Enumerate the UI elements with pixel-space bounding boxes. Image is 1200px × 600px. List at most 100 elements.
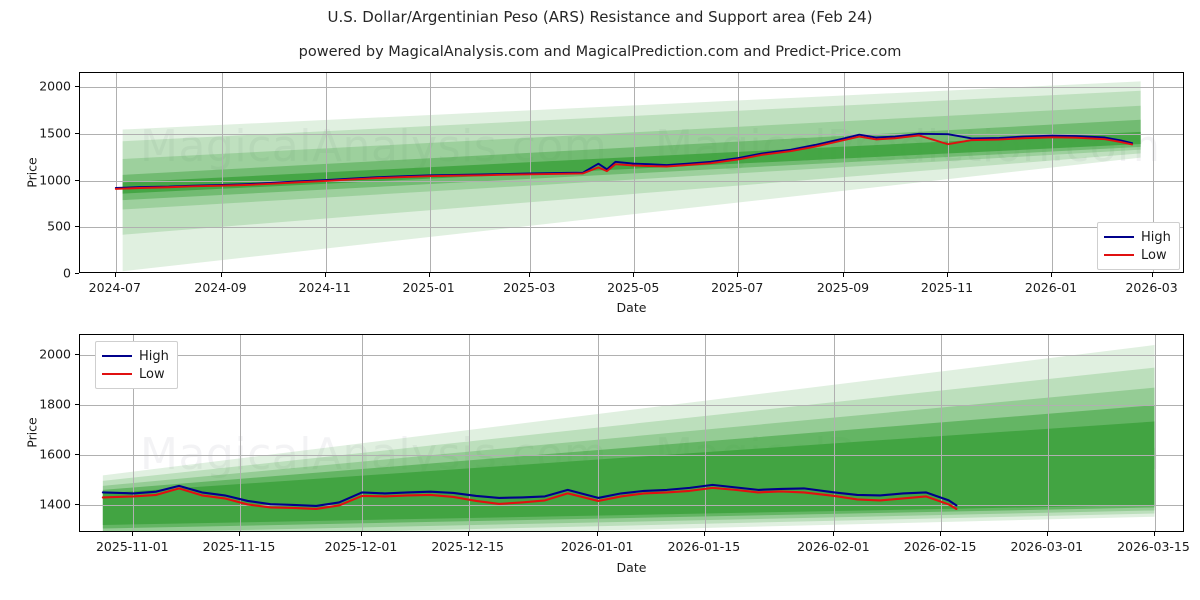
- gridline-vertical: [941, 335, 943, 531]
- xaxis-tick: [1151, 273, 1153, 277]
- xaxis-tick-label: 2024-09: [194, 280, 247, 295]
- gridline-vertical: [844, 73, 845, 272]
- xaxis-tick-label: 2025-11-01: [95, 539, 169, 554]
- gridline-vertical: [948, 73, 949, 272]
- overview-legend[interactable]: High Low: [1097, 222, 1180, 270]
- gridline-vertical: [240, 335, 241, 531]
- legend-swatch-high: [102, 355, 132, 357]
- xaxis-tick-label: 2024-11: [298, 280, 351, 295]
- gridline-horizontal: [80, 355, 1183, 357]
- yaxis-tick: [75, 132, 79, 134]
- gridline-vertical: [1152, 73, 1154, 272]
- yaxis-tick: [75, 354, 79, 356]
- xaxis-tick-label: 2025-11: [920, 280, 974, 295]
- gridline-vertical: [1052, 73, 1053, 272]
- xaxis-tick: [1051, 273, 1052, 277]
- gridline-vertical: [1047, 335, 1049, 531]
- xaxis-tick: [940, 532, 942, 536]
- series-line-low: [114, 134, 1134, 190]
- xaxis-tick-label: 2025-12-15: [431, 539, 505, 554]
- gridline-vertical: [598, 335, 600, 531]
- overview-yaxis-title: Price: [24, 157, 40, 188]
- xaxis-tick-label: 2025-09: [816, 280, 870, 295]
- legend-swatch-low: [102, 373, 132, 375]
- legend-swatch-high: [1104, 236, 1134, 238]
- price-series-layer: [114, 132, 1134, 190]
- gridline-vertical: [634, 73, 636, 272]
- xaxis-tick-label: 2025-03: [503, 280, 556, 295]
- legend-swatch-low: [1104, 254, 1134, 256]
- xaxis-tick: [529, 273, 531, 277]
- yaxis-tick-label: 1400: [39, 496, 71, 512]
- xaxis-tick-label: 2026-03-01: [1010, 539, 1084, 554]
- series-line-high: [114, 132, 1134, 189]
- yaxis-tick: [75, 454, 79, 456]
- yaxis-tick: [75, 86, 79, 87]
- yaxis-tick-label: 2000: [39, 78, 71, 94]
- xaxis-tick-label: 2026-03-15: [1117, 539, 1190, 554]
- legend-label-low: Low: [139, 366, 165, 382]
- xaxis-tick: [428, 273, 430, 277]
- xaxis-tick-label: 2026-02-01: [797, 539, 870, 554]
- legend-label-low: Low: [1141, 247, 1167, 263]
- xaxis-tick: [239, 532, 240, 536]
- series-line-high: [101, 483, 958, 507]
- xaxis-tick: [1153, 532, 1155, 536]
- xaxis-tick: [737, 273, 739, 277]
- gridline-horizontal: [80, 227, 1183, 229]
- xaxis-tick-label: 2026-02-15: [903, 539, 977, 554]
- gridline-vertical: [133, 335, 135, 531]
- gridline-horizontal: [80, 455, 1183, 457]
- legend-entry-low: Low: [1104, 246, 1171, 264]
- zoomed-chart-plot: MagicalAnalysis.comMagicalPrediction.com: [79, 334, 1184, 532]
- price-series-layer: [101, 483, 958, 510]
- yaxis-tick: [75, 273, 79, 274]
- xaxis-tick-label: 2025-01: [402, 280, 455, 295]
- yaxis-tick-label: 1800: [39, 396, 71, 412]
- zoomed-legend[interactable]: High Low: [95, 341, 178, 389]
- gridline-horizontal: [80, 133, 1183, 135]
- xaxis-tick: [220, 273, 222, 277]
- gridline-vertical: [221, 73, 223, 272]
- yaxis-tick: [75, 226, 79, 228]
- gridline-vertical: [429, 73, 431, 272]
- band-layer-0: [122, 81, 1141, 272]
- gridline-horizontal: [80, 505, 1183, 507]
- xaxis-tick: [467, 532, 469, 536]
- gridline-vertical: [325, 73, 327, 272]
- yaxis-tick-label: 1500: [39, 125, 71, 141]
- yaxis-tick-label: 2000: [39, 346, 71, 362]
- xaxis-tick-label: 2026-01: [1024, 280, 1078, 295]
- xaxis-tick: [361, 532, 362, 536]
- legend-entry-low: Low: [102, 365, 169, 383]
- xaxis-tick: [114, 273, 116, 277]
- gridline-vertical: [834, 335, 836, 531]
- gridline-horizontal: [80, 87, 1183, 88]
- gridline-horizontal: [80, 405, 1183, 407]
- zoomed-xaxis-title: Date: [616, 560, 647, 575]
- yaxis-tick: [75, 179, 79, 181]
- xaxis-tick: [843, 273, 844, 277]
- xaxis-tick: [833, 532, 835, 536]
- gridline-vertical: [115, 73, 117, 272]
- gridline-vertical: [1154, 335, 1156, 531]
- zoomed-yaxis-title: Price: [24, 417, 40, 448]
- legend-label-high: High: [139, 348, 169, 364]
- gridline-vertical: [362, 335, 363, 531]
- yaxis-tick: [75, 504, 79, 506]
- xaxis-tick-label: 2026-03: [1125, 280, 1178, 295]
- gridline-horizontal: [80, 180, 1183, 182]
- xaxis-tick: [1046, 532, 1048, 536]
- xaxis-tick-label: 2025-07: [711, 280, 764, 295]
- legend-label-high: High: [1141, 229, 1171, 245]
- overview-chart-plot: MagicalAnalysis.comMagicalPrediction.com: [79, 72, 1184, 273]
- yaxis-tick-label: 1600: [39, 446, 71, 462]
- gridline-vertical: [704, 335, 706, 531]
- xaxis-tick-label: 2026-01-15: [667, 539, 741, 554]
- xaxis-tick-label: 2025-12-01: [324, 539, 398, 554]
- xaxis-tick-label: 2026-01-01: [560, 539, 634, 554]
- xaxis-tick: [947, 273, 948, 277]
- gridline-vertical: [530, 73, 532, 272]
- xaxis-tick-label: 2024-07: [88, 280, 141, 295]
